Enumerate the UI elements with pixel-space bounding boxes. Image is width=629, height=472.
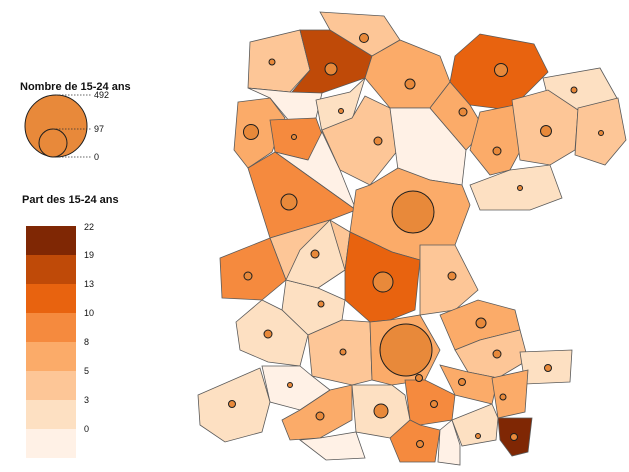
- size-legend-circle-medium: [38, 128, 68, 158]
- proportional-circle: [372, 271, 394, 293]
- proportional-circle: [458, 378, 466, 386]
- proportional-circle: [243, 124, 259, 140]
- proportional-circle: [540, 125, 552, 137]
- map-cell: [281, 384, 353, 441]
- map-cell: [404, 379, 456, 426]
- map-symbols: [228, 33, 604, 448]
- proportional-circle: [570, 86, 578, 94]
- proportional-circle: [475, 433, 481, 439]
- color-legend-swatch: [26, 226, 76, 255]
- proportional-circle: [510, 433, 518, 441]
- color-legend-swatch: [26, 371, 76, 400]
- proportional-circle: [324, 62, 338, 76]
- color-legend: Part des 15-24 ans 22 19 13 10 8 5 3 0: [22, 194, 119, 458]
- proportional-circle: [492, 349, 502, 359]
- proportional-circle: [416, 440, 424, 448]
- map-cell: [298, 431, 366, 461]
- color-legend-title: Part des 15-24 ans: [22, 194, 119, 206]
- proportional-circle: [287, 382, 293, 388]
- map-cell: [451, 403, 499, 447]
- color-legend-swatch: [26, 429, 76, 458]
- proportional-circle: [517, 185, 523, 191]
- proportional-circle: [310, 249, 320, 259]
- proportional-circle: [317, 300, 325, 308]
- color-legend-swatch: [26, 342, 76, 371]
- map-cells: [197, 11, 627, 466]
- size-legend-value-max: 492: [94, 90, 109, 100]
- class-break-label: 8: [84, 337, 89, 347]
- proportional-circle: [379, 323, 433, 377]
- proportional-circle: [494, 63, 508, 77]
- class-break-label: 19: [84, 250, 94, 260]
- proportional-circle: [339, 348, 347, 356]
- proportional-circle: [544, 364, 552, 372]
- map-cell: [491, 369, 529, 419]
- proportional-circle: [359, 33, 369, 43]
- proportional-circle: [228, 400, 236, 408]
- map-cell: [247, 29, 311, 93]
- size-legend-value-min: 0: [94, 152, 99, 162]
- color-legend-swatch: [26, 313, 76, 342]
- proportional-circle: [338, 108, 344, 114]
- map-cell: [233, 97, 286, 169]
- map-cell: [315, 76, 366, 133]
- proportional-circle: [291, 134, 297, 140]
- color-legend-swatch: [26, 284, 76, 313]
- class-break-label: 10: [84, 308, 94, 318]
- class-break-label: 3: [84, 395, 89, 405]
- proportional-circle: [243, 271, 253, 281]
- proportional-circle: [415, 374, 423, 382]
- class-break-label: 22: [84, 222, 94, 232]
- proportional-circle: [263, 329, 273, 339]
- proportional-circle: [391, 190, 435, 234]
- proportional-circle: [447, 271, 457, 281]
- proportional-circle: [404, 78, 416, 90]
- size-legend-title: Nombre de 15-24 ans: [20, 81, 131, 93]
- map-cell: [429, 81, 486, 151]
- proportional-circle: [458, 107, 468, 117]
- map-cell: [219, 237, 287, 301]
- map-cell: [437, 419, 461, 466]
- size-legend: Nombre de 15-24 ans 492 97 0: [20, 81, 131, 162]
- map-cell: [419, 244, 479, 316]
- proportional-circle: [492, 146, 502, 156]
- proportional-circle: [268, 58, 276, 66]
- proportional-circle: [315, 411, 325, 421]
- proportional-circle: [373, 136, 383, 146]
- proportional-circle: [430, 400, 438, 408]
- proportional-circle: [598, 130, 604, 136]
- size-legend-value-mid: 97: [94, 124, 104, 134]
- map-cell: [469, 164, 563, 211]
- proportional-circle: [499, 393, 507, 401]
- class-break-label: 13: [84, 279, 94, 289]
- proportional-circle: [280, 193, 298, 211]
- proportional-circle: [475, 317, 487, 329]
- color-legend-swatch: [26, 400, 76, 429]
- proportional-circle: [373, 403, 389, 419]
- color-legend-swatch: [26, 255, 76, 284]
- class-break-label: 5: [84, 366, 89, 376]
- class-break-label: 0: [84, 424, 89, 434]
